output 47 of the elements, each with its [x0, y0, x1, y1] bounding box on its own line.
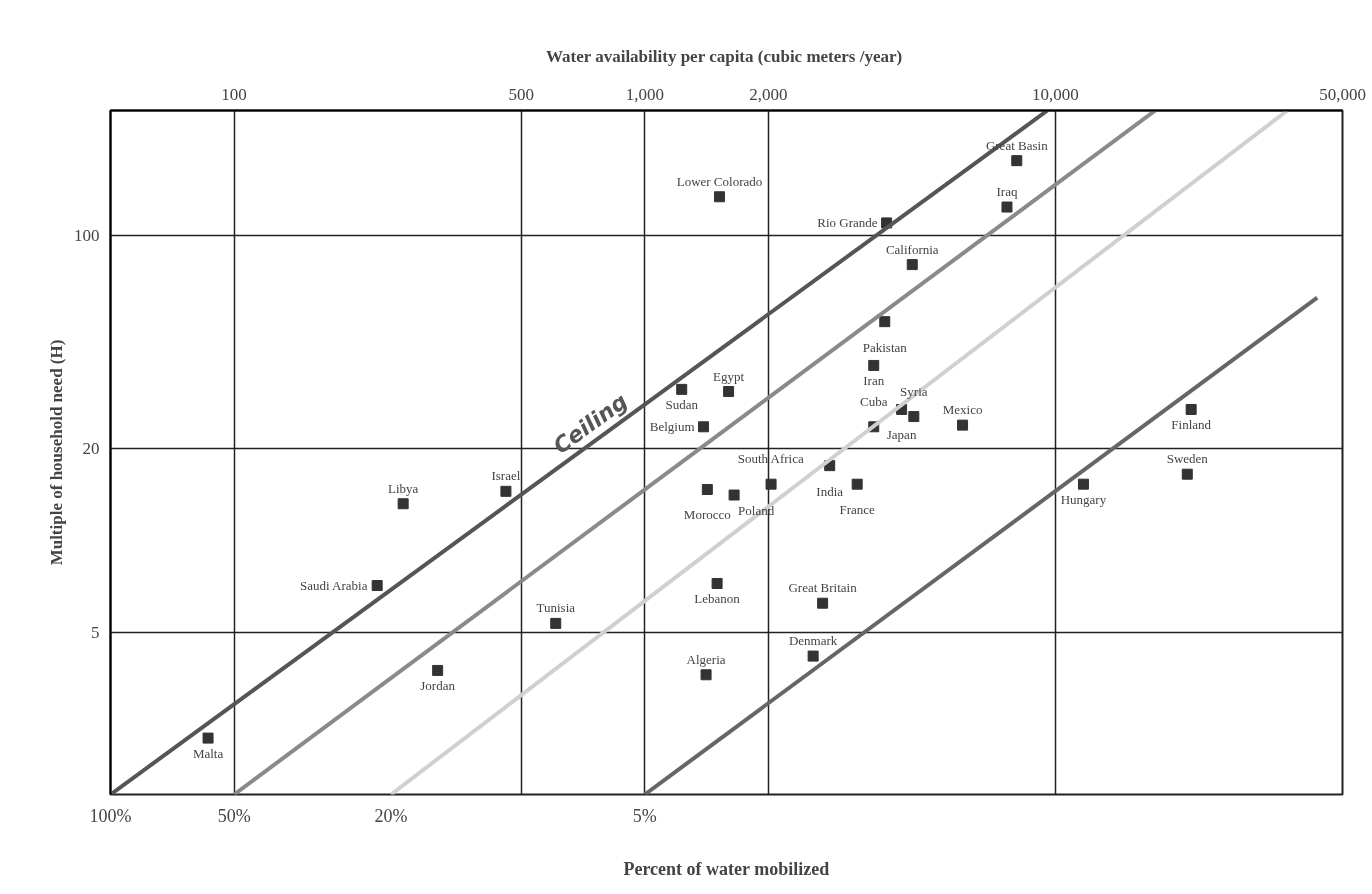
- annotation: Denmark: [788, 633, 838, 649]
- x-axis-title: Water availability per capita (cubic meters /year): [545, 46, 903, 66]
- annotation: 50%: [217, 805, 251, 826]
- annotation: Lower Colorado: [676, 173, 763, 189]
- annotation: Pakistan: [862, 339, 908, 355]
- x-tick-label: 50,000: [1319, 84, 1366, 104]
- annotation: 5%: [632, 805, 657, 826]
- annotation: South Africa: [737, 451, 804, 467]
- annotation: Sweden: [1166, 451, 1209, 467]
- annotation: Cuba: [860, 393, 888, 409]
- annotation: 20%: [374, 805, 408, 826]
- x-tick-label: 100: [221, 84, 247, 104]
- annotation: Mexico: [942, 402, 983, 418]
- annotation: Iran: [863, 373, 885, 389]
- annotation: Israel: [491, 468, 521, 484]
- annotation: Great Britain: [788, 580, 858, 596]
- annotation: Sudan: [665, 397, 699, 413]
- annotation: France: [839, 502, 876, 518]
- text: Percent of water mobilized: [623, 858, 830, 879]
- annotation: Egypt: [713, 368, 745, 384]
- y-tick-label: 20: [82, 439, 100, 459]
- annotation: 100%: [89, 805, 132, 826]
- annotation: California: [885, 241, 939, 257]
- y-axis-title: Multiple of household need (H): [47, 339, 66, 566]
- x-tick-label: 500: [508, 84, 534, 104]
- annotation: Lebanon: [694, 591, 741, 607]
- annotation: Finland: [1171, 417, 1212, 433]
- annotation: Saudi Arabia: [299, 578, 368, 594]
- annotation: Jordan: [420, 678, 456, 694]
- annotation: Morocco: [683, 507, 731, 523]
- x-tick-label: 10,000: [1032, 84, 1079, 104]
- annotation: Tunisia: [536, 600, 576, 616]
- x-tick-label: 1,000: [625, 84, 664, 104]
- annotation: Algeria: [686, 651, 726, 667]
- annotation: Rio Grande: [817, 215, 878, 231]
- annotation: Malta: [192, 746, 224, 762]
- annotation: Syria: [900, 383, 928, 399]
- annotation: India: [816, 483, 844, 499]
- annotation: Belgium: [649, 419, 695, 435]
- y-tick-label: 100: [74, 226, 100, 246]
- annotation: Libya: [388, 480, 419, 496]
- x-tick-label: 2,000: [749, 84, 788, 104]
- annotation: Poland: [738, 503, 775, 519]
- y-tick-label: 5: [91, 622, 100, 642]
- annotation: Hungary: [1060, 492, 1107, 508]
- annotation: Japan: [886, 427, 917, 443]
- annotation: Iraq: [996, 184, 1018, 200]
